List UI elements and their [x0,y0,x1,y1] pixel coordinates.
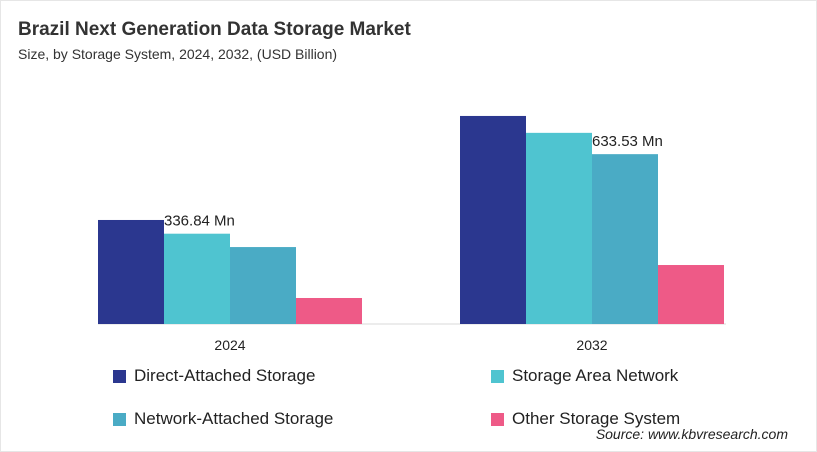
bar-2024-series-1 [164,233,230,324]
legend-item-3: Other Storage System [491,409,680,429]
legend-swatch [113,412,126,426]
bar-2024-series-3 [296,297,362,324]
chart-subtitle: Size, by Storage System, 2024, 2032, (US… [18,46,338,62]
bar-2032-series-1 [526,132,592,324]
legend-item-1: Storage Area Network [491,366,678,386]
bar-2032-series-3 [658,265,724,324]
bar-2032-series-2 [592,154,658,324]
legend-label: Other Storage System [512,409,681,428]
legend-swatch [113,369,126,383]
legend-item-0: Direct-Attached Storage [113,366,315,386]
source-note: Source: www.kbvresearch.com [595,426,788,442]
legend-label: Network-Attached Storage [134,409,334,428]
data-label: 336.84 Mn [164,213,235,230]
bar-2032-series-0 [460,115,526,324]
chart-title: Brazil Next Generation Data Storage Mark… [18,19,411,40]
legend-label: Direct-Attached Storage [134,366,316,385]
data-label: 633.53 Mn [592,133,663,150]
x-tick-label: 2032 [576,337,607,353]
legend-label: Storage Area Network [512,366,679,385]
legend-swatch [491,369,504,383]
bar-2024-series-2 [230,247,296,324]
legend-item-2: Network-Attached Storage [113,409,333,429]
x-tick-label: 2024 [214,337,245,353]
bar-2024-series-0 [98,219,164,324]
legend-swatch [491,412,504,426]
